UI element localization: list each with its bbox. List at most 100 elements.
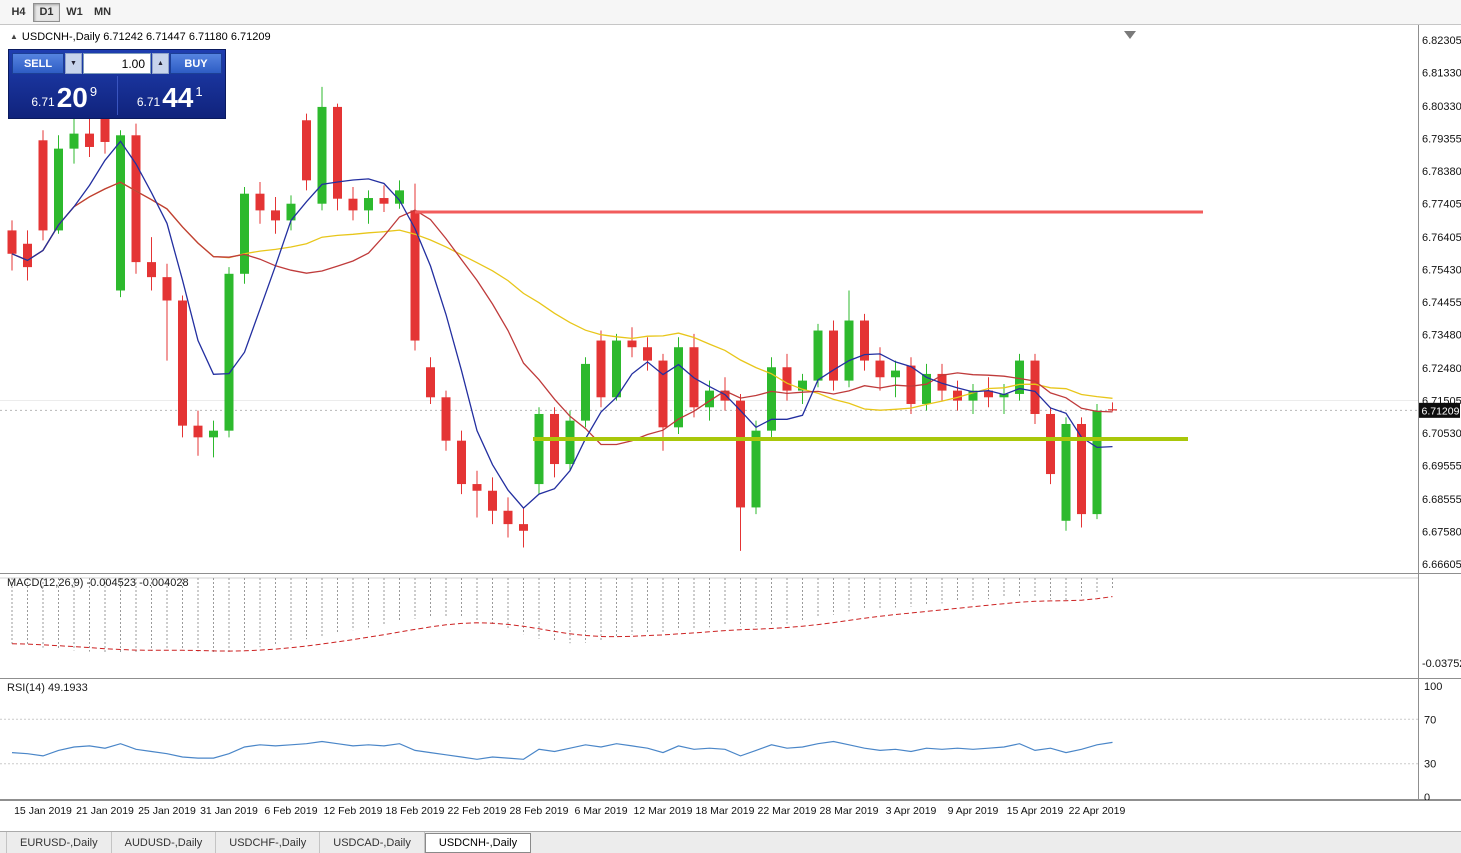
- candle: [255, 182, 265, 224]
- price-axis-label: 6.75430: [1422, 264, 1461, 276]
- sell-price-prefix: 6.71: [31, 95, 55, 109]
- candle: [968, 383, 978, 414]
- buy-price-display[interactable]: 6.71 44 1: [116, 76, 223, 115]
- candle: [395, 180, 404, 209]
- chart-tab-bar: EURUSD-,Daily AUDUSD-,Daily USDCHF-,Daily U…: [0, 831, 1461, 853]
- chart-canvas[interactable]: 6.82305 6.81330 6.80330 6.79355 6.78380 6.774…: [0, 25, 1461, 800]
- candle: [286, 195, 296, 231]
- current-price-badge: [1419, 402, 1460, 418]
- rsi-axis-label: 30: [1424, 759, 1436, 771]
- price-axis-label: 6.74455: [1422, 297, 1461, 309]
- chart-tab-AUDUSD[interactable]: AUDUSD-,Daily: [112, 832, 217, 853]
- candle: [891, 360, 900, 398]
- moving-average-line-13: [11, 181, 1113, 446]
- chart-tab-USDCNH[interactable]: USDCNH-,Daily: [424, 833, 532, 853]
- date-axis-label: 31 Jan 2019: [200, 805, 258, 817]
- candle: [472, 470, 482, 518]
- chart-shift-marker-icon[interactable]: [1124, 31, 1136, 39]
- volume-decrease-button[interactable]: ▼: [65, 53, 82, 74]
- chevron-up-icon: ▲: [157, 60, 164, 67]
- candle: [457, 430, 466, 495]
- moving-average-line-5: [11, 140, 1113, 510]
- candle: [441, 390, 451, 451]
- candle: [519, 507, 528, 548]
- candle: [999, 383, 1009, 414]
- candle: [658, 353, 668, 451]
- timeframe-toolbar: H4 D1 W1 MN: [0, 0, 1461, 25]
- candle: [69, 116, 79, 164]
- sell-button[interactable]: SELL: [12, 53, 64, 74]
- current-price-badge-text: 6.71209: [1422, 405, 1460, 417]
- date-axis-label: 18 Mar 2019: [695, 805, 755, 817]
- candle: [581, 357, 590, 428]
- buy-price-big: 44: [162, 82, 194, 113]
- date-axis-label: 22 Feb 2019: [447, 805, 507, 817]
- chart-tab-USDCAD[interactable]: USDCAD-,Daily: [320, 832, 425, 853]
- price-axis-label: 6.67580: [1422, 526, 1461, 538]
- candle: [54, 135, 63, 234]
- candle: [85, 118, 94, 157]
- sell-price-display[interactable]: 6.71 20 9: [12, 76, 117, 115]
- candle: [410, 183, 420, 351]
- volume-increase-button[interactable]: ▲: [152, 53, 169, 74]
- candle: [426, 357, 435, 404]
- candle: [379, 185, 389, 213]
- rsi-axis-label: 100: [1424, 681, 1442, 693]
- candle: [643, 337, 652, 371]
- candle: [38, 130, 48, 241]
- timeframe-button-W1[interactable]: W1: [61, 3, 88, 22]
- date-axis-label: 18 Feb 2019: [385, 805, 445, 817]
- volume-input[interactable]: [83, 53, 151, 74]
- chart-tab-USDCHF[interactable]: USDCHF-,Daily: [216, 832, 321, 853]
- price-axis-label: 6.66605: [1422, 559, 1461, 571]
- candle: [147, 237, 156, 291]
- one-click-trading-panel: SELL ▼ ▲ BUY 6.71 20 9 6.71 44 1: [8, 49, 226, 119]
- price-axis-label: 6.79355: [1422, 133, 1461, 145]
- candle: [240, 187, 249, 284]
- timeframe-button-MN[interactable]: MN: [89, 3, 116, 22]
- date-axis: 15 Jan 2019 21 Jan 2019 25 Jan 2019 31 Jan …: [0, 800, 1461, 831]
- candle: [627, 327, 637, 358]
- candle: [1046, 407, 1055, 485]
- candle: [7, 220, 17, 271]
- rsi-axis-label: 70: [1424, 714, 1436, 726]
- candle: [1108, 402, 1117, 412]
- date-axis-label: 3 Apr 2019: [885, 805, 937, 817]
- date-axis-label: 25 Jan 2019: [138, 805, 196, 817]
- candle: [674, 337, 683, 435]
- buy-price-prefix: 6.71: [136, 95, 161, 109]
- buy-button[interactable]: BUY: [170, 53, 222, 74]
- candle: [984, 377, 993, 408]
- date-axis-label: 12 Feb 2019: [323, 805, 383, 817]
- candle: [131, 123, 141, 274]
- chart-tab-EURUSD[interactable]: EURUSD-,Daily: [6, 832, 112, 853]
- price-axis-label: 6.77405: [1422, 199, 1461, 211]
- candle: [488, 477, 497, 525]
- macd-axis-label: -0.03752: [1422, 658, 1461, 670]
- candle: [116, 130, 125, 298]
- candle: [829, 320, 838, 391]
- candle: [302, 113, 311, 191]
- moving-average-line-30: [11, 181, 1113, 411]
- candle: [1015, 353, 1024, 401]
- chart-title: ▲ USDCNH-,Daily 6.71242 6.71447 6.71180 …: [10, 31, 271, 43]
- rsi-axis-label: 0: [1424, 792, 1430, 800]
- date-axis-label: 6 Mar 2019: [574, 805, 628, 817]
- candle: [23, 230, 32, 281]
- candle: [348, 187, 358, 221]
- date-axis-label: 6 Feb 2019: [264, 805, 318, 817]
- candle: [534, 407, 544, 495]
- timeframe-button-H4[interactable]: H4: [5, 3, 32, 22]
- candle: [209, 420, 218, 458]
- candle: [953, 380, 962, 411]
- date-axis-label: 28 Feb 2019: [509, 805, 569, 817]
- candle: [1061, 417, 1071, 531]
- timeframe-button-D1[interactable]: D1: [33, 2, 60, 22]
- price-axis-label: 6.80330: [1422, 101, 1461, 113]
- candle: [767, 357, 776, 438]
- candle: [813, 323, 823, 388]
- price-axis-label: 6.72480: [1422, 363, 1461, 375]
- candle: [550, 407, 559, 478]
- price-axis-label: 6.81330: [1422, 68, 1461, 80]
